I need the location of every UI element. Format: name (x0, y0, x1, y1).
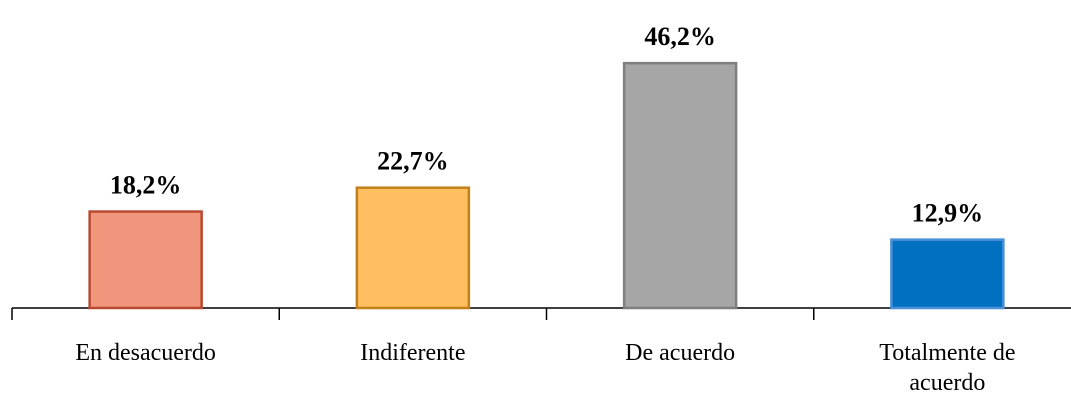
x-tick-label: En desacuerdo (75, 340, 216, 366)
x-tick-label: Totalmente de acuerdo (879, 340, 1016, 396)
x-tick-label: Indiferente (360, 340, 466, 366)
value-label: 18,2% (110, 171, 182, 200)
bar (355, 186, 471, 310)
value-label: 22,7% (377, 147, 449, 176)
value-label: 12,9% (912, 199, 984, 228)
bar (890, 238, 1005, 310)
bar (88, 210, 203, 310)
value-label: 46,2% (644, 22, 716, 51)
x-tick-label: De acuerdo (625, 340, 736, 366)
bar (622, 61, 738, 310)
